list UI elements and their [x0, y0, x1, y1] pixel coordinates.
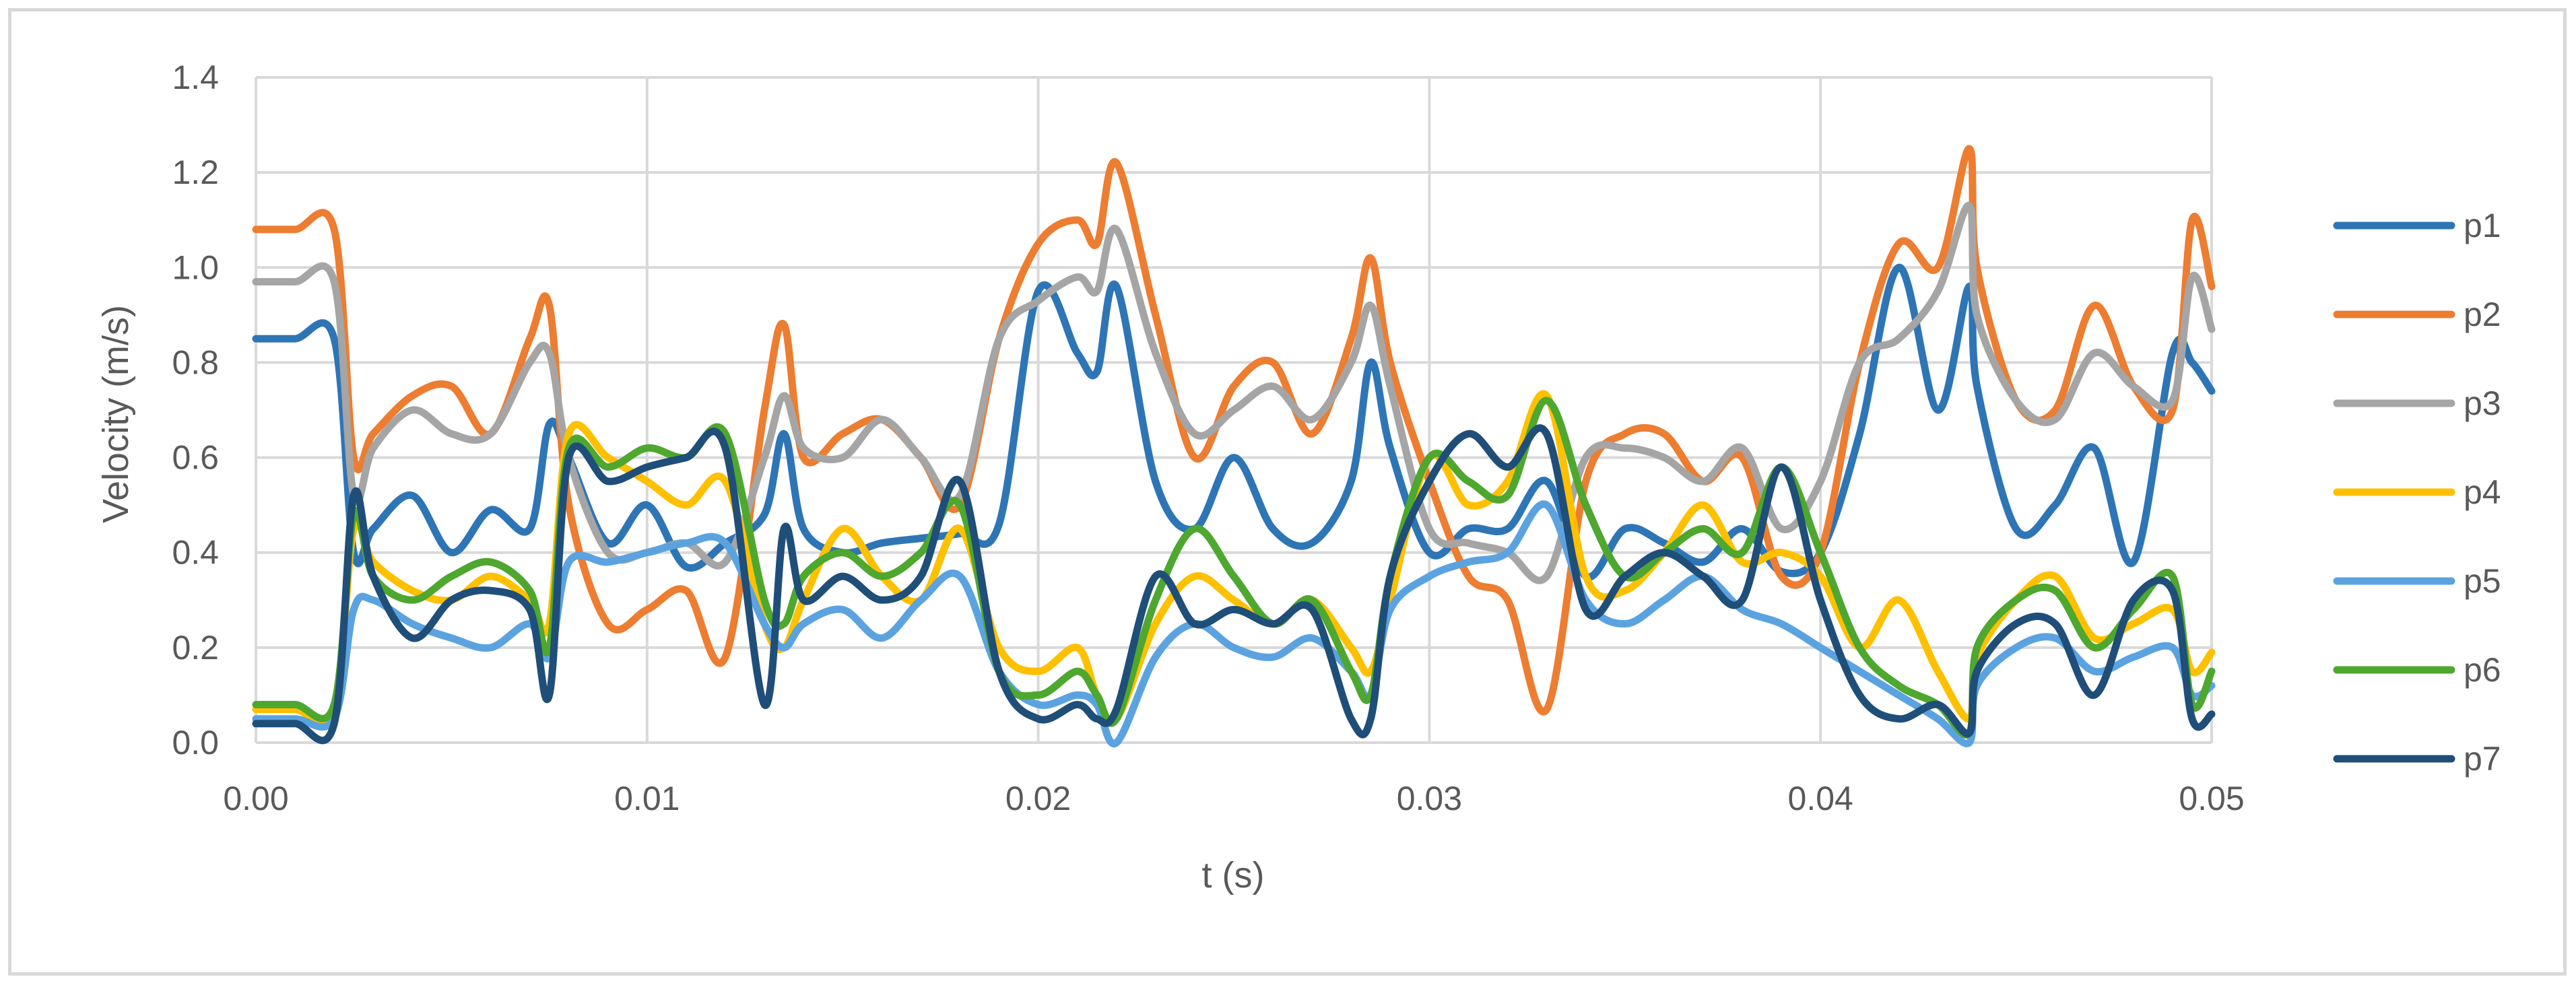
y-tick-label: 0.2 — [172, 629, 219, 667]
y-tick-label: 0.4 — [172, 534, 219, 572]
x-axis-title: t (s) — [1202, 855, 1265, 895]
series-line-p3 — [252, 201, 2216, 584]
legend-label-p5: p5 — [2464, 562, 2501, 600]
axes: 0.0 0.2 0.4 0.6 0.8 1.0 1.2 1.4 0.00 0.01 0.02 0.03… — [172, 59, 2244, 817]
chart-frame — [8, 8, 2567, 976]
legend-label-p3: p3 — [2464, 384, 2501, 422]
x-tick-label: 0.04 — [1788, 780, 1853, 817]
series-line-p7 — [252, 424, 2216, 745]
series-lines — [252, 145, 2216, 748]
y-tick-label: 0.0 — [172, 724, 219, 761]
x-tick-label: 0.05 — [2179, 780, 2244, 817]
legend-label-p4: p4 — [2464, 473, 2501, 511]
y-tick-label: 1.4 — [172, 59, 219, 96]
x-tick-label: 0.02 — [1005, 780, 1071, 817]
legend: p1 p2 p3 p4 p5 p6 p7 — [2333, 207, 2501, 778]
legend-label-p1: p1 — [2464, 207, 2501, 244]
y-axis-title: Velocity (m/s) — [96, 305, 136, 523]
x-tick-label: 0.00 — [223, 780, 288, 817]
y-tick-label: 1.2 — [172, 154, 219, 191]
y-tick-label: 0.6 — [172, 439, 219, 477]
legend-label-p6: p6 — [2464, 651, 2501, 689]
x-tick-label: 0.03 — [1397, 780, 1462, 817]
y-tick-label: 0.8 — [172, 343, 219, 381]
y-tick-label: 1.0 — [172, 248, 219, 286]
legend-label-p2: p2 — [2464, 296, 2501, 333]
legend-label-p7: p7 — [2464, 740, 2501, 778]
x-tick-label: 0.01 — [614, 780, 680, 817]
